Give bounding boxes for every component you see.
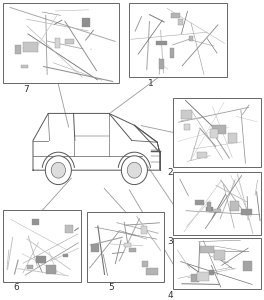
Bar <box>241 209 252 214</box>
Text: 1: 1 <box>148 79 153 88</box>
Bar <box>141 226 147 234</box>
Bar <box>191 274 199 282</box>
Bar <box>46 266 56 274</box>
Bar <box>65 39 74 44</box>
Bar <box>171 13 180 18</box>
Bar <box>82 18 90 27</box>
Bar <box>200 246 214 253</box>
Bar <box>228 134 237 142</box>
Bar <box>23 42 37 52</box>
Bar <box>207 202 211 211</box>
Bar <box>64 225 73 233</box>
Bar <box>173 98 261 166</box>
Bar <box>195 200 204 205</box>
Circle shape <box>45 156 71 184</box>
Bar <box>173 238 261 289</box>
Bar <box>3 3 119 83</box>
Bar <box>91 244 99 252</box>
Bar <box>146 268 158 275</box>
Bar <box>181 110 192 118</box>
Bar <box>169 48 174 58</box>
Bar <box>189 35 194 41</box>
Bar <box>178 19 182 26</box>
Bar <box>32 218 39 225</box>
Bar <box>27 265 33 269</box>
Text: 7: 7 <box>23 85 29 94</box>
Bar <box>129 3 227 77</box>
Text: 3: 3 <box>167 237 173 246</box>
Bar <box>173 172 261 235</box>
Bar <box>214 250 225 260</box>
Bar <box>36 256 46 263</box>
Text: 4: 4 <box>167 291 173 300</box>
Bar <box>209 270 214 275</box>
Bar <box>142 261 148 267</box>
Bar <box>243 261 252 271</box>
Bar <box>209 209 221 212</box>
Circle shape <box>121 156 147 184</box>
Bar <box>197 272 209 281</box>
Text: 6: 6 <box>13 284 19 292</box>
Bar <box>184 124 190 130</box>
Bar <box>63 254 68 257</box>
Text: 5: 5 <box>108 284 114 292</box>
Bar <box>230 201 239 211</box>
Bar <box>159 59 164 69</box>
Bar <box>129 248 136 252</box>
Bar <box>21 64 28 68</box>
Circle shape <box>51 162 65 178</box>
Bar <box>197 152 206 158</box>
Bar <box>55 38 60 48</box>
Bar <box>15 45 21 54</box>
Bar <box>155 41 167 45</box>
Bar <box>212 125 226 134</box>
Bar <box>3 210 81 282</box>
Bar <box>210 129 218 138</box>
Bar <box>87 212 164 282</box>
Circle shape <box>127 162 142 178</box>
Bar <box>124 243 131 247</box>
Text: 2: 2 <box>167 168 173 177</box>
Bar <box>206 206 213 211</box>
